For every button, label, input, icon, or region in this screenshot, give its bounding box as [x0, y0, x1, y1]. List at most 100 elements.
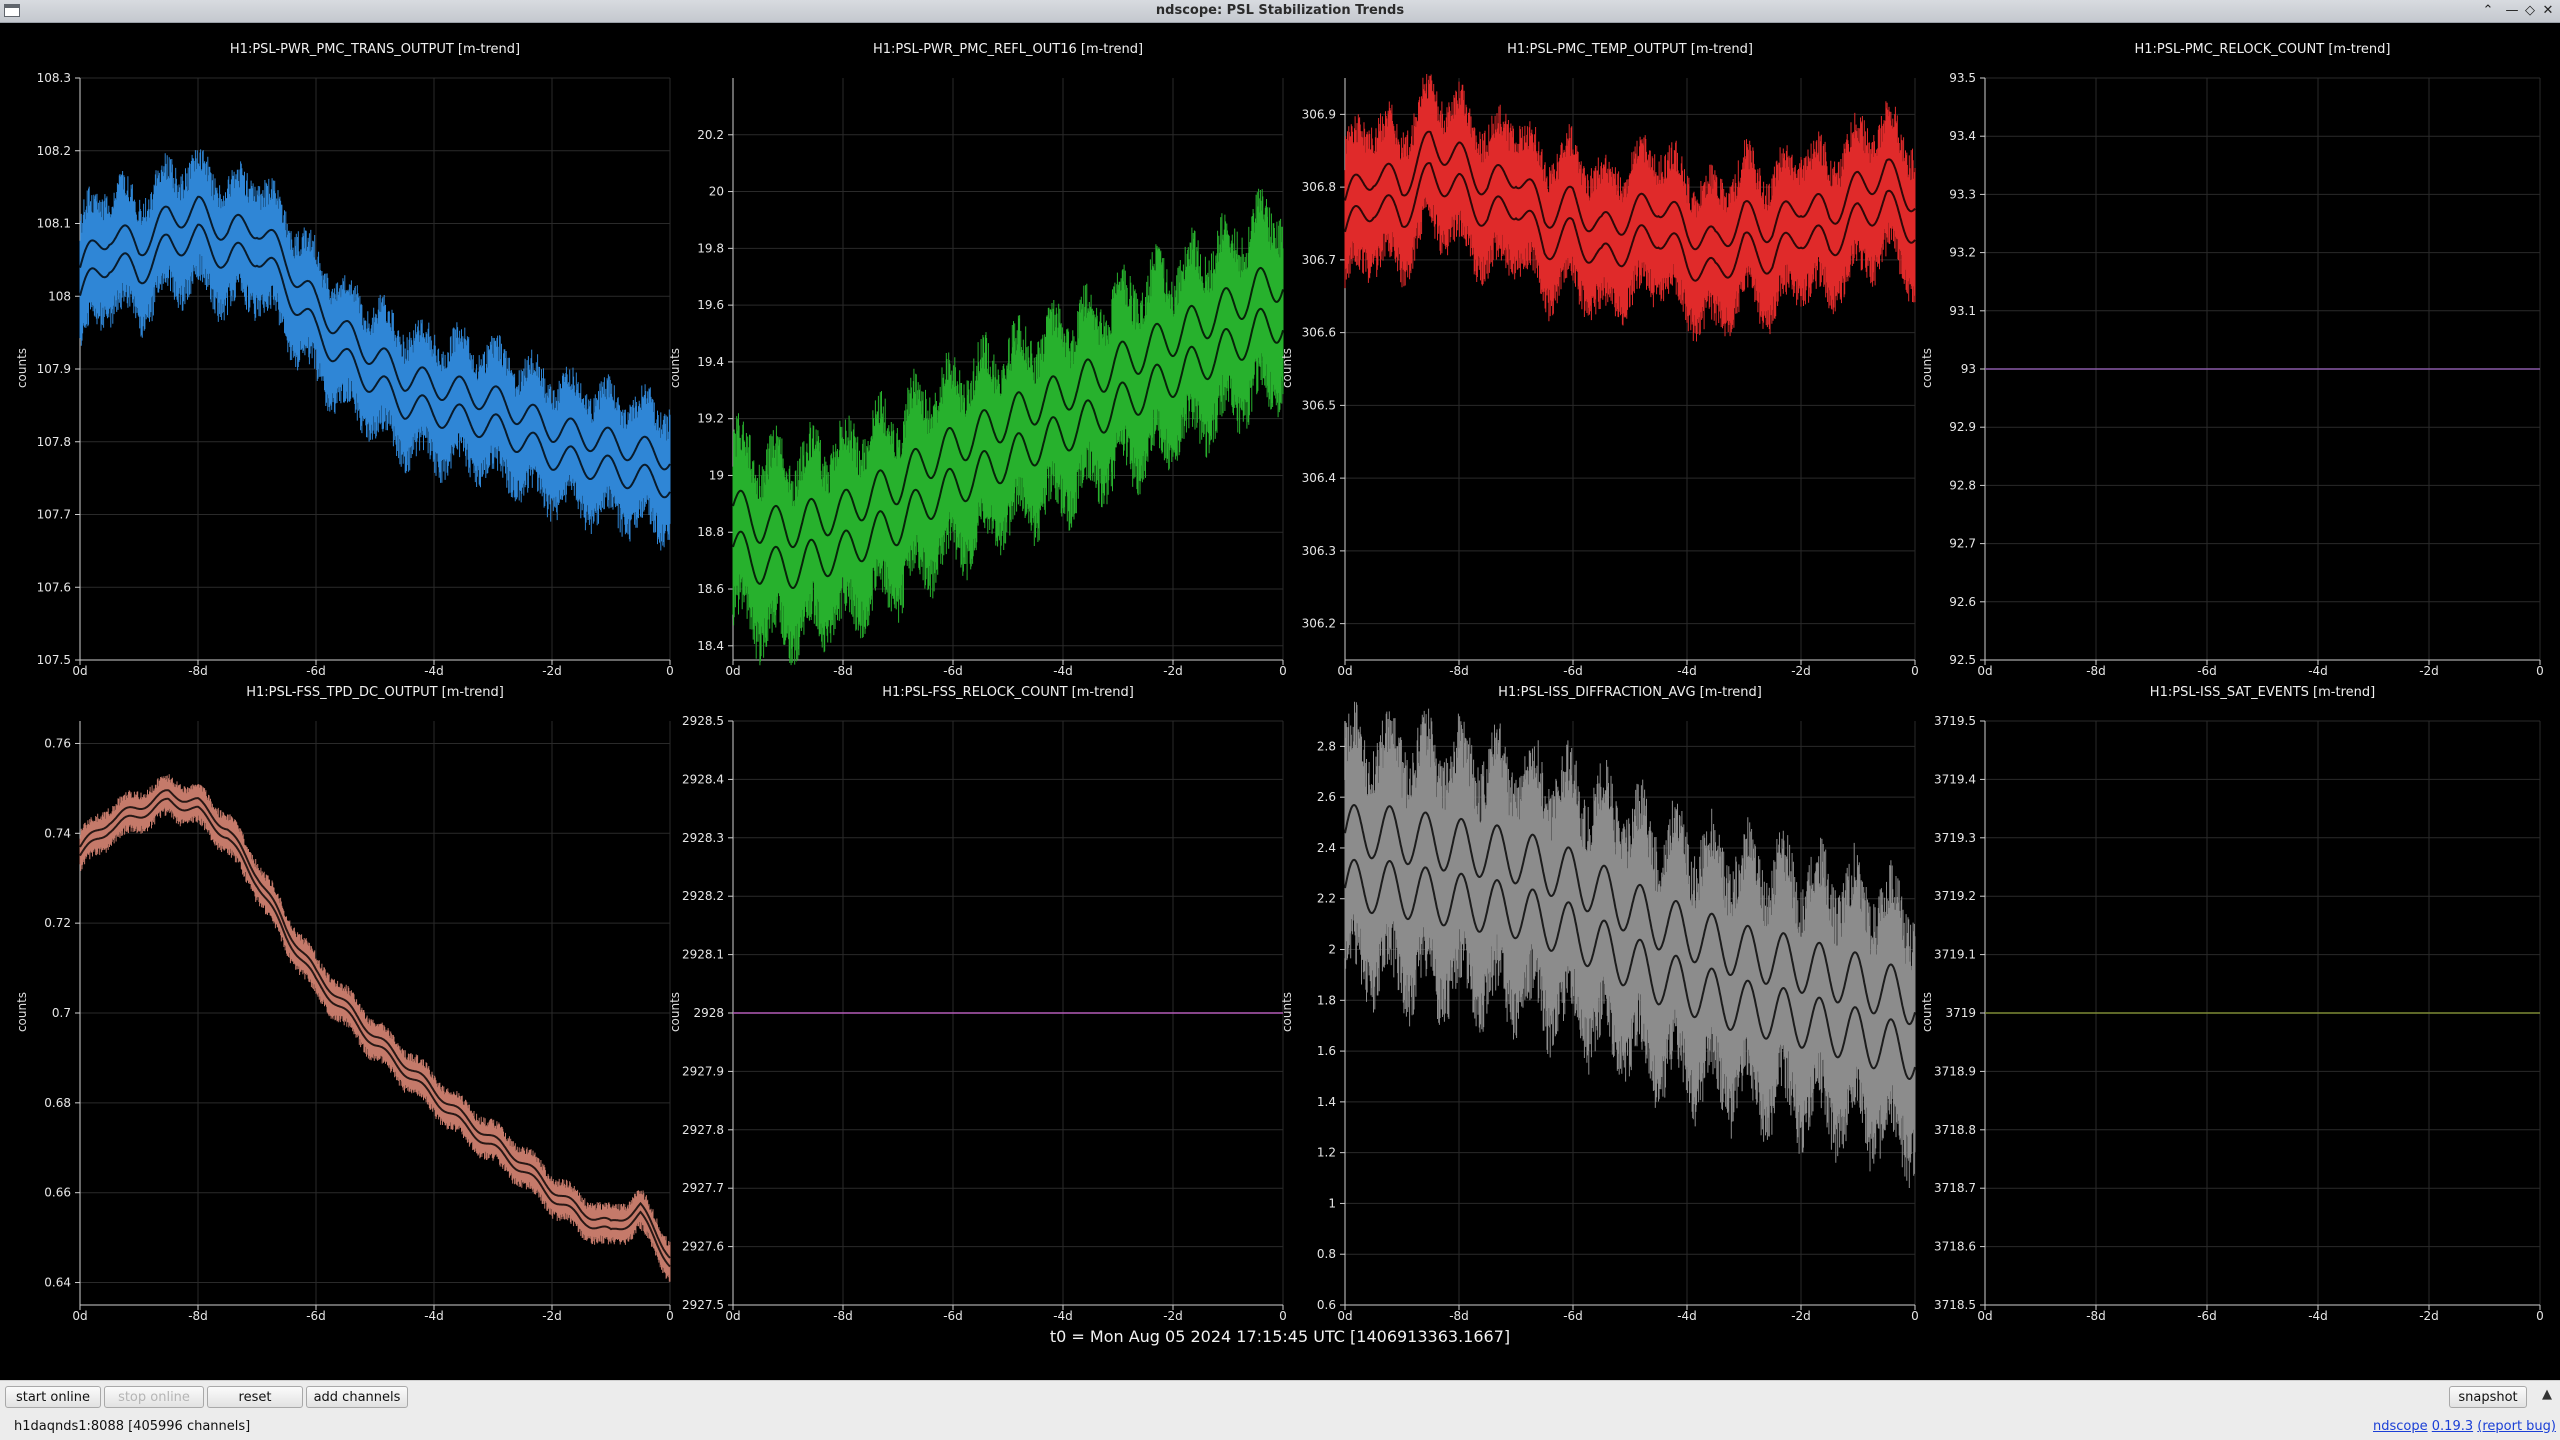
- ndscope-link[interactable]: ndscope: [2373, 1419, 2428, 1434]
- y-tick-label: 2: [1328, 943, 1336, 957]
- y-tick-label: 107.8: [37, 435, 71, 449]
- y-tick-label: 92.9: [1949, 420, 1976, 434]
- y-tick-label: 306.7: [1302, 253, 1336, 267]
- chevron-up-icon[interactable]: ⌃: [2482, 3, 2494, 18]
- plot-title: H1:PSL-PWR_PMC_TRANS_OUTPUT [m-trend]: [229, 42, 521, 57]
- y-axis-label: counts: [1280, 347, 1295, 389]
- maximize-icon[interactable]: ◇: [2525, 3, 2535, 18]
- stop-online-button[interactable]: stop online: [104, 1386, 204, 1408]
- y-axis-label: counts: [15, 347, 30, 389]
- x-tick-label: -2d: [542, 1309, 562, 1323]
- series-mean-line: [732, 266, 1284, 549]
- plot-canvas[interactable]: 0d -8d -6d -4d -2d 0 18.4 18.6 18.8 19 19.2 19.4 19.…: [697, 78, 1287, 680]
- plot-panel[interactable]: H1:PSL-ISS_DIFFRACTION_AVG [m-trend] coun…: [1280, 685, 1919, 1323]
- report-bug-link[interactable]: (report bug): [2477, 1419, 2556, 1434]
- reset-button[interactable]: reset: [207, 1386, 303, 1408]
- plot-grid[interactable]: [0, 23, 2560, 1380]
- y-tick-label: 19.6: [697, 298, 724, 312]
- x-tick-label: -6d: [1563, 1309, 1583, 1323]
- y-tick-label: 19: [709, 468, 724, 482]
- y-tick-label: 93.3: [1949, 187, 1976, 201]
- plot-panel[interactable]: H1:PSL-FSS_RELOCK_COUNT [m-trend] counts 0…: [668, 685, 1287, 1323]
- y-tick-label: 2927.8: [682, 1123, 724, 1137]
- y-tick-label: 306.8: [1302, 180, 1336, 194]
- y-tick-label: 3718.7: [1934, 1181, 1976, 1195]
- x-tick-label: -6d: [306, 1309, 326, 1323]
- series-trace: [1344, 701, 1916, 1188]
- x-tick-label: 0d: [1977, 1309, 1992, 1323]
- series-mean-line: [1344, 130, 1916, 251]
- t0-label: t0 = Mon Aug 05 2024 17:15:45 UTC [14069…: [1049, 1327, 1511, 1346]
- plot-panel[interactable]: H1:PSL-PMC_TEMP_OUTPUT [m-trend] counts 0d…: [1280, 42, 1919, 678]
- x-tick-label: -4d: [2308, 1309, 2328, 1323]
- plot-panel[interactable]: H1:PSL-PWR_PMC_REFL_OUT16 [m-trend] count…: [668, 42, 1287, 678]
- x-tick-label: -8d: [1449, 664, 1469, 678]
- series-envelope: [79, 774, 671, 1282]
- y-tick-label: 0.7: [52, 1006, 71, 1020]
- x-tick-label: 0d: [1337, 1309, 1352, 1323]
- series-trace: [732, 188, 1284, 666]
- x-tick-label: 0d: [1337, 664, 1352, 678]
- y-tick-label: 92.6: [1949, 595, 1976, 609]
- plot-canvas[interactable]: 0d -8d -6d -4d -2d 0 92.5 92.6 92.7 92.8 92.9 93 93.…: [1949, 71, 2544, 680]
- x-tick-label: 0d: [725, 664, 740, 678]
- y-tick-label: 306.9: [1302, 107, 1336, 121]
- plot-canvas[interactable]: 0d -8d -6d -4d -2d 0 2927.5 2927.6 2927.7 2927.8 2…: [682, 714, 1287, 1325]
- plot-canvas[interactable]: 0d -8d -6d -4d -2d 0 0.64 0.66 0.68 0.7 0.72 0.74 0.…: [44, 721, 674, 1325]
- collapse-arrow-icon[interactable]: ▲: [2542, 1387, 2552, 1402]
- close-icon[interactable]: ✕: [2542, 3, 2554, 18]
- x-tick-label: -8d: [188, 664, 208, 678]
- plot-title: H1:PSL-FSS_RELOCK_COUNT [m-trend]: [882, 685, 1134, 700]
- y-tick-label: 3719.2: [1934, 889, 1976, 903]
- y-tick-label: 0.72: [44, 916, 71, 930]
- series-mean-line: [79, 223, 671, 499]
- x-tick-label: 0: [2536, 1309, 2544, 1323]
- window-title: ndscope: PSL Stabilization Trends: [1155, 3, 1405, 18]
- plot-panel[interactable]: H1:PSL-PWR_PMC_TRANS_OUTPUT [m-trend] cou…: [15, 42, 674, 678]
- y-tick-label: 3718.6: [1934, 1240, 1976, 1254]
- y-tick-label: 108.3: [37, 71, 71, 85]
- start-online-button[interactable]: start online: [5, 1386, 101, 1408]
- plot-panel[interactable]: H1:PSL-FSS_TPD_DC_OUTPUT [m-trend] counts…: [15, 685, 674, 1323]
- series-mean-line: [732, 307, 1284, 590]
- y-tick-label: 3719: [1945, 1006, 1976, 1020]
- app-window-icon[interactable]: [4, 4, 20, 17]
- snapshot-button[interactable]: snapshot: [2449, 1386, 2527, 1408]
- x-tick-label: 0: [1911, 664, 1919, 678]
- x-tick-label: -2d: [2419, 664, 2439, 678]
- plot-canvas[interactable]: 0d -8d -6d -4d -2d 0 306.2 306.3 306.4 306.5 306.6…: [1302, 74, 1919, 680]
- y-tick-label: 2.4: [1317, 841, 1336, 855]
- plot-panel[interactable]: H1:PSL-ISS_SAT_EVENTS [m-trend] counts 0d -…: [1920, 685, 2544, 1323]
- add-channels-button[interactable]: add channels: [306, 1386, 408, 1408]
- version-info: ndscope 0.19.3 (report bug): [2373, 1419, 2556, 1434]
- x-tick-label: -8d: [2086, 664, 2106, 678]
- y-tick-label: 1: [1328, 1196, 1336, 1210]
- plot-canvas[interactable]: 0d -8d -6d -4d -2d 0 107.5 107.6 107.7 107.8 107.9…: [37, 71, 674, 680]
- series-mean-line: [1344, 803, 1916, 1026]
- version-link[interactable]: 0.19.3: [2431, 1419, 2474, 1434]
- plot-canvas[interactable]: 0d -8d -6d -4d -2d 0 0.6 0.8 1 1.2 1.4 1.6 1.8 2 2.2 2.…: [1317, 701, 1919, 1325]
- x-tick-label: 0: [666, 664, 674, 678]
- y-tick-label: 1.2: [1317, 1146, 1336, 1160]
- series-mean-line: [79, 797, 671, 1268]
- y-axis-label: counts: [1280, 991, 1295, 1033]
- plot-canvas[interactable]: 0d -8d -6d -4d -2d 0 3718.5 3718.6 3718.7 3718.8 3…: [1934, 714, 2544, 1325]
- y-tick-label: 1.6: [1317, 1044, 1336, 1058]
- x-tick-label: 0d: [72, 664, 87, 678]
- toolbar: start online stop online reset add chann…: [0, 1380, 2560, 1413]
- x-tick-label: -4d: [1677, 1309, 1697, 1323]
- y-tick-label: 92.8: [1949, 478, 1976, 492]
- y-tick-label: 0.66: [44, 1186, 71, 1200]
- y-tick-label: 107.9: [37, 362, 71, 376]
- plot-title: H1:PSL-ISS_DIFFRACTION_AVG [m-trend]: [1498, 685, 1762, 700]
- x-tick-label: -8d: [833, 664, 853, 678]
- plot-panel[interactable]: H1:PSL-PMC_RELOCK_COUNT [m-trend] counts 0…: [1920, 42, 2544, 678]
- series-trace: [79, 149, 671, 551]
- y-tick-label: 2928.5: [682, 714, 724, 728]
- x-tick-label: -2d: [542, 664, 562, 678]
- minimize-icon[interactable]: —: [2505, 3, 2519, 18]
- y-tick-label: 1.8: [1317, 993, 1336, 1007]
- y-tick-label: 2.8: [1317, 739, 1336, 753]
- y-tick-label: 1.4: [1317, 1095, 1336, 1109]
- y-tick-label: 107.5: [37, 653, 71, 667]
